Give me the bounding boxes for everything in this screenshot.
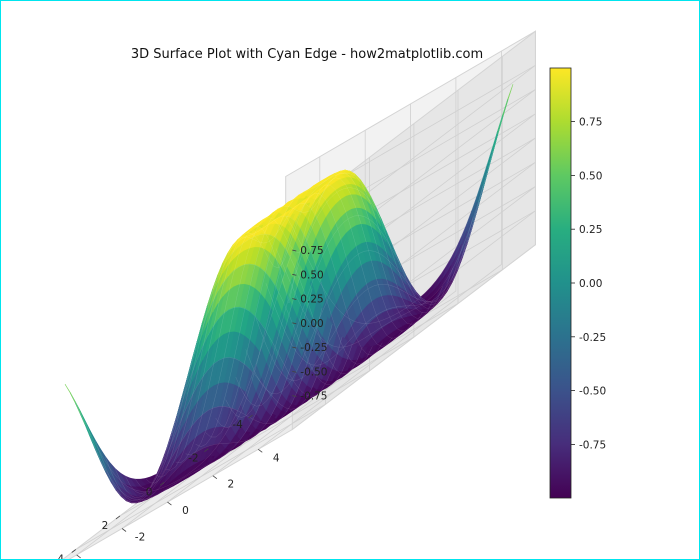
surface-mesh-line <box>145 215 373 484</box>
y-tick-label: 2 <box>228 479 235 491</box>
z-tick-label: -0.25 <box>300 342 327 354</box>
colorbar: 0.75 0.50 0.25 0.00 -0.25 -0.50 -0.75 <box>549 67 606 499</box>
z-tick-label: 0.00 <box>300 318 323 330</box>
y-tick-mark <box>212 475 218 480</box>
z-tick-label: 0.50 <box>300 269 323 281</box>
surface-mesh-line <box>104 324 333 502</box>
y-tick-mark <box>76 554 81 559</box>
colorbar-tick-label: -0.75 <box>579 439 606 451</box>
x-tick-mark <box>71 549 76 553</box>
z-tick-label: 0.75 <box>300 245 323 257</box>
surface-mesh-line <box>84 288 313 503</box>
surface-mesh-line <box>94 307 323 503</box>
surface-mesh-line <box>175 184 403 464</box>
surface-face <box>64 384 76 403</box>
surface-mesh-line <box>114 306 343 499</box>
colorbar-tick-label: 0.50 <box>579 170 602 182</box>
x-tick-label: 0 <box>146 486 153 498</box>
y-tick-mark <box>258 448 263 453</box>
axis-ticks: -4 -2 0 2 4 -4 -2 0 2 4 -0.75 -0.50 -0.25 0.00 0.25 0.5… <box>57 245 327 559</box>
y-tick-label: 0 <box>182 505 189 517</box>
surface-mesh-line <box>255 185 484 381</box>
x-tick-label: -4 <box>232 419 243 431</box>
z-tick-mark <box>292 273 297 276</box>
surface-mesh-line <box>235 215 464 407</box>
z-tick-label: -0.75 <box>300 391 327 403</box>
surface-mesh <box>64 84 514 504</box>
colorbar-tick-label: -0.50 <box>579 386 606 398</box>
surface-mesh-line <box>285 84 514 324</box>
surface-mesh-line <box>165 192 393 471</box>
y-tick-label: -4 <box>89 558 100 559</box>
colorbar-tick-label: 0.00 <box>579 278 602 290</box>
z-tick-mark <box>292 322 297 325</box>
z-tick-label: 0.25 <box>300 294 323 306</box>
z-tick-mark <box>292 346 297 349</box>
colorbar-tick-label: 0.75 <box>579 117 602 129</box>
surface-mesh-line <box>225 187 453 418</box>
surface-mesh-line <box>135 233 363 490</box>
grid-line-z <box>285 64 536 251</box>
surface-mesh-line <box>275 116 504 348</box>
colorbar-tick-label: -0.25 <box>579 332 606 344</box>
y-tick-label: -2 <box>135 532 145 544</box>
colorbar-tick-label: 0.25 <box>579 224 602 236</box>
z-tick-label: -0.50 <box>300 366 327 378</box>
surface-mesh-line <box>125 263 353 495</box>
surface-mesh-line <box>64 252 293 492</box>
surface-mesh-line <box>205 169 433 438</box>
x-tick-mark <box>248 414 253 419</box>
z-tick-mark <box>292 249 297 252</box>
x-tick-mark <box>159 481 165 486</box>
colorbar-bar <box>549 67 572 499</box>
surface-mesh-line <box>74 269 303 501</box>
surface-mesh-line <box>215 172 443 429</box>
z-tick-mark <box>292 298 297 300</box>
surface-mesh-line <box>185 177 413 456</box>
x-tick-label: 2 <box>102 520 109 532</box>
x-tick-mark <box>204 448 209 453</box>
x-tick-mark <box>115 515 121 520</box>
x-tick-label: 4 <box>57 554 64 560</box>
chart-title: 3D Surface Plot with Cyan Edge - how2mat… <box>130 47 484 62</box>
z-tick-mark <box>292 370 297 373</box>
y-tick-label: 4 <box>273 452 280 464</box>
surface-mesh-line <box>195 172 423 447</box>
y-tick-mark <box>167 501 172 506</box>
y-tick-mark <box>121 528 127 532</box>
z-tick-mark <box>292 395 297 397</box>
x-tick-label: -2 <box>188 453 198 465</box>
surface-mesh-line <box>265 151 494 366</box>
surface-mesh-line <box>245 217 474 395</box>
surface-mesh-line <box>155 203 383 478</box>
grid-line-y <box>212 77 457 477</box>
